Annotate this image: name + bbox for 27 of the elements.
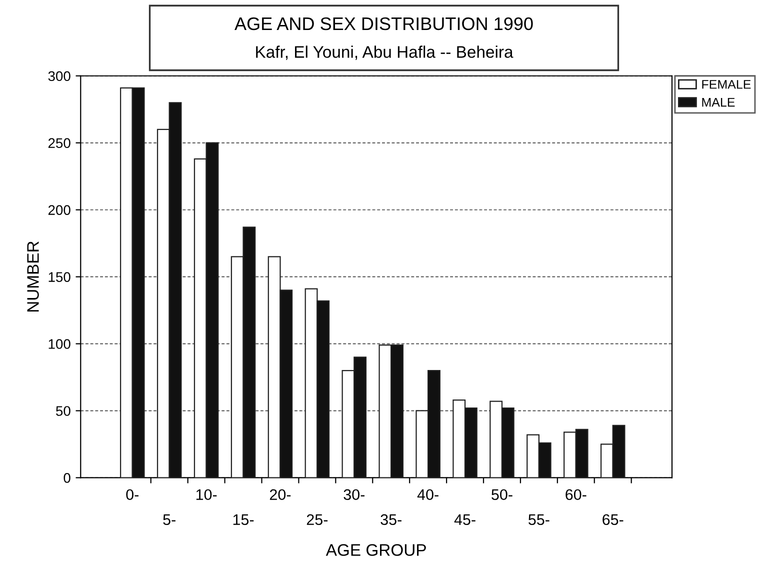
y-tick-label: 100 [48,339,70,349]
x-tick-label: 15- [233,514,254,526]
x-tick-label: 55- [528,514,550,526]
y-tick-label: 300 [48,71,70,82]
x-tick-label: 35- [380,514,402,526]
x-tick-label: 30- [344,489,365,500]
y-tick-label: 50 [56,406,70,416]
legend-label: MALE [702,98,735,107]
y-tick-label: 0 [64,473,70,483]
x-tick-label: 0- [126,489,138,500]
x-tick-label: 60- [566,489,586,500]
x-tick-label: 65- [602,514,624,526]
x-tick-label: 20- [270,489,291,500]
x-tick-label: 25- [306,514,328,526]
legend-label: FEMALE [702,80,751,89]
x-axis-title: AGE GROUP [326,544,426,556]
x-tick-label: 5- [163,514,176,526]
y-axis-title: NUMBER [27,241,39,312]
x-tick-label: 50- [492,489,512,500]
x-tick-label: 10- [196,489,217,500]
y-tick-label: 150 [48,272,70,282]
chart-subtitle: Kafr, El Youni, Abu Hafla -- Beheira [256,46,514,60]
x-tick-label: 40- [417,489,438,500]
y-tick-label: 200 [48,205,70,215]
chart-title: AGE AND SEX DISTRIBUTION 1990 [234,17,533,30]
x-tick-label: 45- [454,514,476,526]
y-tick-label: 250 [48,138,70,148]
